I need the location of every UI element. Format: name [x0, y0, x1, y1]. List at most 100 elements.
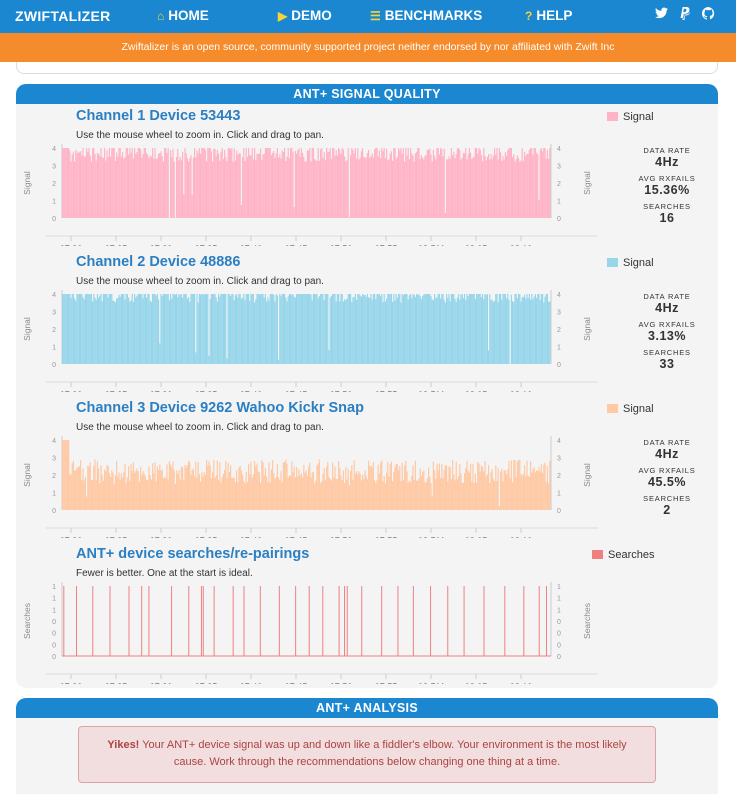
paypal-icon[interactable] — [679, 7, 691, 23]
signal-bar — [282, 462, 284, 510]
x-tick-label: 07:45 — [285, 682, 308, 684]
signal-bar — [117, 476, 119, 510]
signal-bar — [123, 471, 125, 510]
searches-legend[interactable]: Searches — [592, 549, 654, 561]
signal-bar — [494, 300, 496, 364]
signal-bar — [250, 155, 252, 218]
signal-bar — [244, 300, 246, 364]
signal-bar — [83, 480, 85, 510]
signal-bar — [162, 478, 164, 510]
signal-bar — [137, 471, 139, 510]
signal-bar — [380, 462, 382, 510]
signal-bar — [246, 482, 248, 510]
signal-bar — [302, 152, 304, 218]
y-tick-label-left: 2 — [52, 327, 56, 334]
signal-bar — [129, 148, 131, 218]
nav-benchmarks[interactable]: ☰ BENCHMARKS — [370, 8, 482, 23]
github-icon[interactable] — [701, 6, 715, 23]
signal-bar — [333, 294, 335, 364]
signal-bar — [536, 470, 538, 510]
signal-bar — [366, 294, 368, 364]
brand-logo[interactable]: ZWIFTALIZER — [15, 8, 111, 24]
searches-chart[interactable]: 0 0 0 0 0 0 0 0 1 1 1 1 1 1 Searches Searches 07:20 07:25… — [16, 572, 616, 684]
previous-panel-edge — [16, 62, 718, 74]
signal-bar — [252, 294, 254, 364]
signal-bar — [166, 152, 168, 218]
signal-bar — [435, 478, 437, 510]
signal-bar — [304, 161, 306, 218]
signal-bar — [351, 148, 353, 218]
signal-bar — [174, 294, 176, 364]
signal-bar — [194, 294, 196, 364]
nav-demo[interactable]: ▶ DEMO — [278, 8, 332, 23]
signal-bar — [248, 148, 250, 218]
legend-swatch — [592, 550, 603, 559]
signal-bar — [263, 475, 265, 510]
signal-bar — [348, 294, 350, 364]
signal-bar — [119, 296, 121, 364]
signal-bar — [405, 148, 407, 218]
signal-bar — [200, 481, 202, 510]
signal-bar — [461, 294, 463, 364]
signal-bar — [311, 300, 313, 364]
y-axis-title-left: Searches — [22, 603, 32, 639]
signal-bar — [435, 159, 437, 218]
channel-2-legend[interactable]: Signal — [607, 257, 654, 269]
signal-bar — [309, 148, 311, 218]
signal-bar — [126, 148, 128, 218]
signal-bar — [354, 148, 356, 218]
signal-bar — [387, 294, 389, 364]
signal-bar — [347, 294, 349, 364]
y-tick-label-left: 0 — [52, 362, 56, 369]
signal-bar — [440, 298, 442, 364]
signal-bar — [269, 294, 271, 364]
channel-1-title[interactable]: Channel 1 Device 53443 — [76, 108, 241, 124]
y-tick-label-right: 0 — [557, 216, 561, 223]
channel-3-title[interactable]: Channel 3 Device 9262 Wahoo Kickr Snap — [76, 400, 364, 416]
signal-bar — [437, 470, 439, 510]
channel-3-legend[interactable]: Signal — [607, 403, 654, 415]
signal-bar — [246, 294, 248, 364]
signal-bar — [117, 156, 119, 218]
signal-bar — [312, 294, 314, 364]
signal-bar — [531, 148, 533, 218]
twitter-icon[interactable] — [655, 7, 668, 22]
signal-bar — [153, 158, 155, 218]
nav-home[interactable]: ⌂ HOME — [157, 8, 209, 23]
signal-bar — [508, 461, 510, 510]
signal-bar — [238, 294, 240, 364]
signal-bar — [99, 155, 101, 218]
avg-rxfails-label: AVG RXFAILS — [638, 320, 696, 329]
signal-bar — [362, 294, 364, 364]
signal-bar — [489, 294, 491, 364]
channel-2-title[interactable]: Channel 2 Device 48886 — [76, 254, 241, 270]
signal-bar — [509, 148, 511, 218]
signal-bar — [267, 481, 269, 510]
channel-1-signal-chart[interactable]: 0 0 1 1 2 2 3 3 4 4 Signal Signal 07:20 07:25 07:30 07:… — [16, 134, 616, 246]
signal-bar — [174, 483, 176, 510]
signal-bar — [239, 294, 241, 364]
signal-bar — [516, 298, 518, 364]
signal-bar — [167, 294, 169, 364]
signal-bar — [333, 477, 335, 510]
channel-3-signal-chart[interactable]: 0 0 1 1 2 2 3 3 4 4 Signal Signal 07:20 07:25 07:30 07:… — [16, 426, 616, 538]
channel-1-legend[interactable]: Signal — [607, 111, 654, 123]
signal-bar — [144, 294, 146, 364]
legend-swatch — [607, 258, 618, 267]
signal-bar — [359, 295, 361, 364]
signal-bar — [185, 153, 187, 218]
nav-help[interactable]: ? HELP — [525, 8, 572, 23]
signal-bar — [148, 157, 150, 218]
signal-bar — [468, 472, 470, 510]
channel-2-signal-chart[interactable]: 0 0 1 1 2 2 3 3 4 4 Signal Signal 07:20 07:25 07:30 07:… — [16, 280, 616, 392]
signal-bar — [468, 294, 470, 364]
signal-bar — [490, 154, 492, 218]
signal-bar — [507, 294, 509, 364]
signal-bar — [321, 294, 323, 364]
signal-bar — [221, 148, 223, 218]
signal-bar — [272, 152, 274, 218]
searches-title[interactable]: ANT+ device searches/re-pairings — [76, 546, 310, 562]
signal-bar — [381, 460, 383, 510]
signal-bar — [375, 482, 377, 510]
signal-bar — [401, 294, 403, 364]
